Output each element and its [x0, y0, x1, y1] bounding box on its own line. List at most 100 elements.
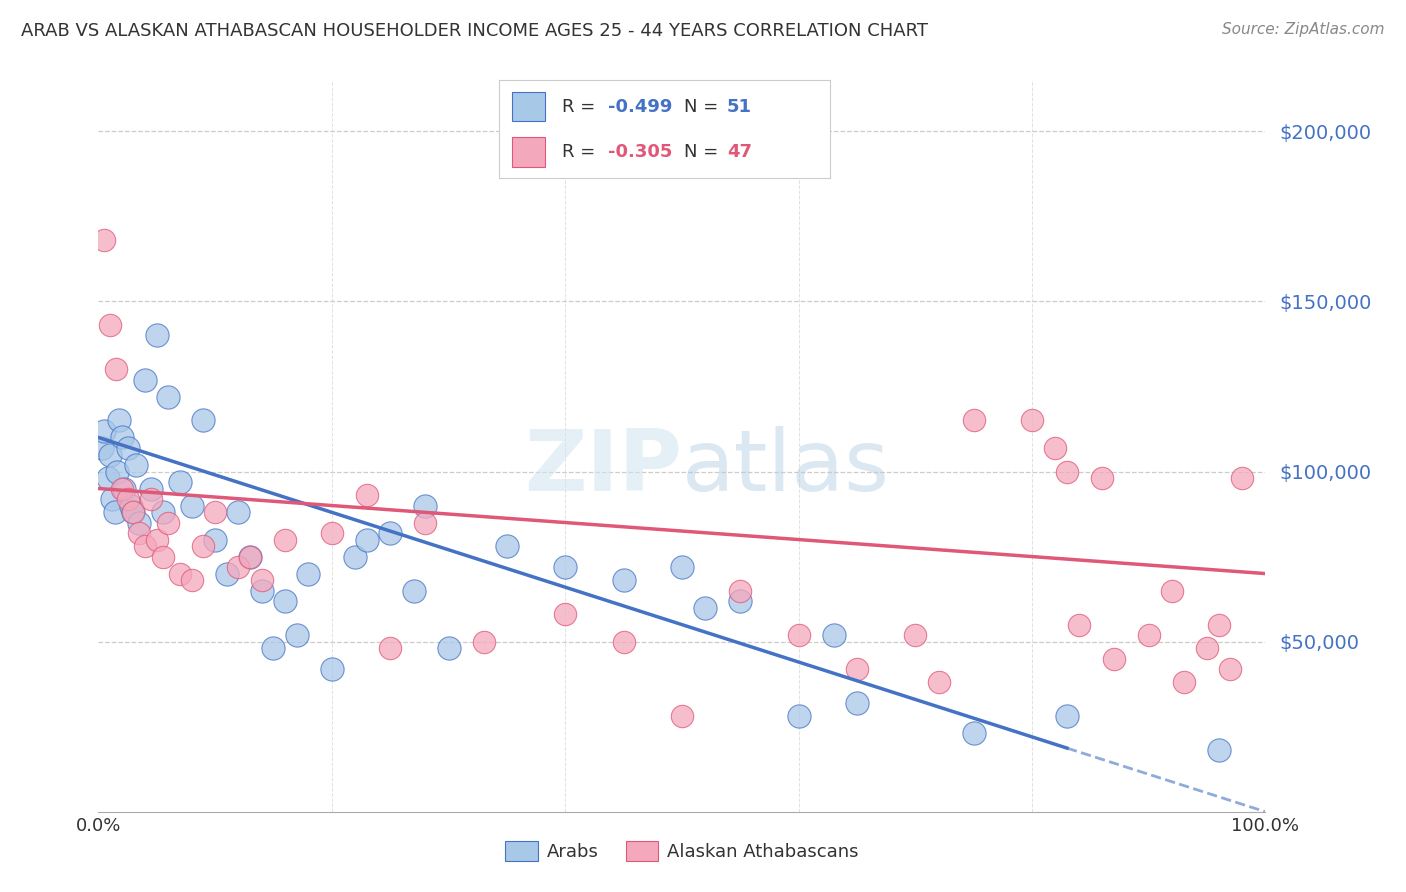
Point — [1219, 662, 1241, 676]
Point — [98, 448, 121, 462]
Point — [472, 634, 495, 648]
Point — [904, 628, 927, 642]
Point — [152, 505, 174, 519]
Point — [1056, 465, 1078, 479]
Point — [169, 475, 191, 489]
Point — [250, 574, 273, 588]
Point — [122, 505, 145, 519]
Point — [962, 726, 984, 740]
Point — [402, 583, 425, 598]
Point — [274, 533, 297, 547]
Point — [105, 465, 128, 479]
Point — [730, 583, 752, 598]
Point — [380, 641, 402, 656]
Point — [846, 662, 869, 676]
Point — [97, 471, 120, 485]
Point — [730, 594, 752, 608]
Point — [239, 549, 262, 564]
Text: R =: R = — [562, 98, 600, 116]
Point — [101, 491, 124, 506]
Point — [228, 559, 250, 574]
Point — [112, 482, 135, 496]
Legend: Arabs, Alaskan Athabascans: Arabs, Alaskan Athabascans — [498, 834, 866, 869]
Point — [297, 566, 319, 581]
Point — [139, 491, 162, 506]
Text: ARAB VS ALASKAN ATHABASCAN HOUSEHOLDER INCOME AGES 25 - 44 YEARS CORRELATION CHA: ARAB VS ALASKAN ATHABASCAN HOUSEHOLDER I… — [21, 22, 928, 40]
Text: N =: N = — [685, 98, 724, 116]
Point — [111, 430, 134, 444]
Point — [1161, 583, 1184, 598]
Point — [671, 709, 693, 723]
Point — [204, 505, 226, 519]
Text: atlas: atlas — [682, 426, 890, 509]
Point — [117, 491, 139, 506]
Point — [193, 413, 215, 427]
Point — [111, 482, 134, 496]
Point — [128, 525, 150, 540]
Point — [134, 373, 156, 387]
Point — [962, 413, 984, 427]
Point — [554, 607, 576, 622]
Point — [554, 559, 576, 574]
Point — [274, 594, 297, 608]
Point — [344, 549, 367, 564]
Point — [117, 441, 139, 455]
Point — [93, 424, 115, 438]
Text: R =: R = — [562, 143, 600, 161]
Point — [356, 488, 378, 502]
Point — [262, 641, 284, 656]
Point — [215, 566, 238, 581]
Point — [846, 696, 869, 710]
FancyBboxPatch shape — [512, 137, 546, 167]
Point — [1137, 628, 1160, 642]
Point — [1067, 617, 1090, 632]
Point — [122, 505, 145, 519]
Point — [1197, 641, 1219, 656]
Point — [104, 362, 127, 376]
Point — [1056, 709, 1078, 723]
Text: 51: 51 — [727, 98, 752, 116]
Point — [180, 499, 202, 513]
Point — [204, 533, 226, 547]
Point — [134, 540, 156, 554]
Point — [321, 662, 343, 676]
FancyBboxPatch shape — [512, 92, 546, 121]
Point — [239, 549, 262, 564]
Point — [823, 628, 845, 642]
Point — [1091, 471, 1114, 485]
Point — [250, 583, 273, 598]
Point — [146, 328, 169, 343]
Point — [695, 600, 717, 615]
Point — [1208, 617, 1230, 632]
Point — [285, 628, 308, 642]
Point — [413, 499, 436, 513]
Point — [380, 525, 402, 540]
Text: ZIP: ZIP — [524, 426, 682, 509]
Point — [98, 318, 121, 333]
Point — [157, 516, 180, 530]
Point — [93, 233, 115, 247]
Point — [928, 675, 950, 690]
Point — [1208, 743, 1230, 757]
Point — [787, 709, 810, 723]
Point — [1230, 471, 1253, 485]
Point — [104, 505, 127, 519]
Point — [787, 628, 810, 642]
Text: -0.499: -0.499 — [609, 98, 672, 116]
Point — [356, 533, 378, 547]
Point — [128, 516, 150, 530]
Point — [152, 549, 174, 564]
Text: -0.305: -0.305 — [609, 143, 672, 161]
Point — [413, 516, 436, 530]
Point — [612, 634, 634, 648]
Text: 47: 47 — [727, 143, 752, 161]
Point — [321, 525, 343, 540]
Point — [228, 505, 250, 519]
Point — [120, 499, 142, 513]
Point — [146, 533, 169, 547]
Point — [612, 574, 634, 588]
Point — [193, 540, 215, 554]
Point — [671, 559, 693, 574]
Point — [125, 458, 148, 472]
Point — [496, 540, 519, 554]
